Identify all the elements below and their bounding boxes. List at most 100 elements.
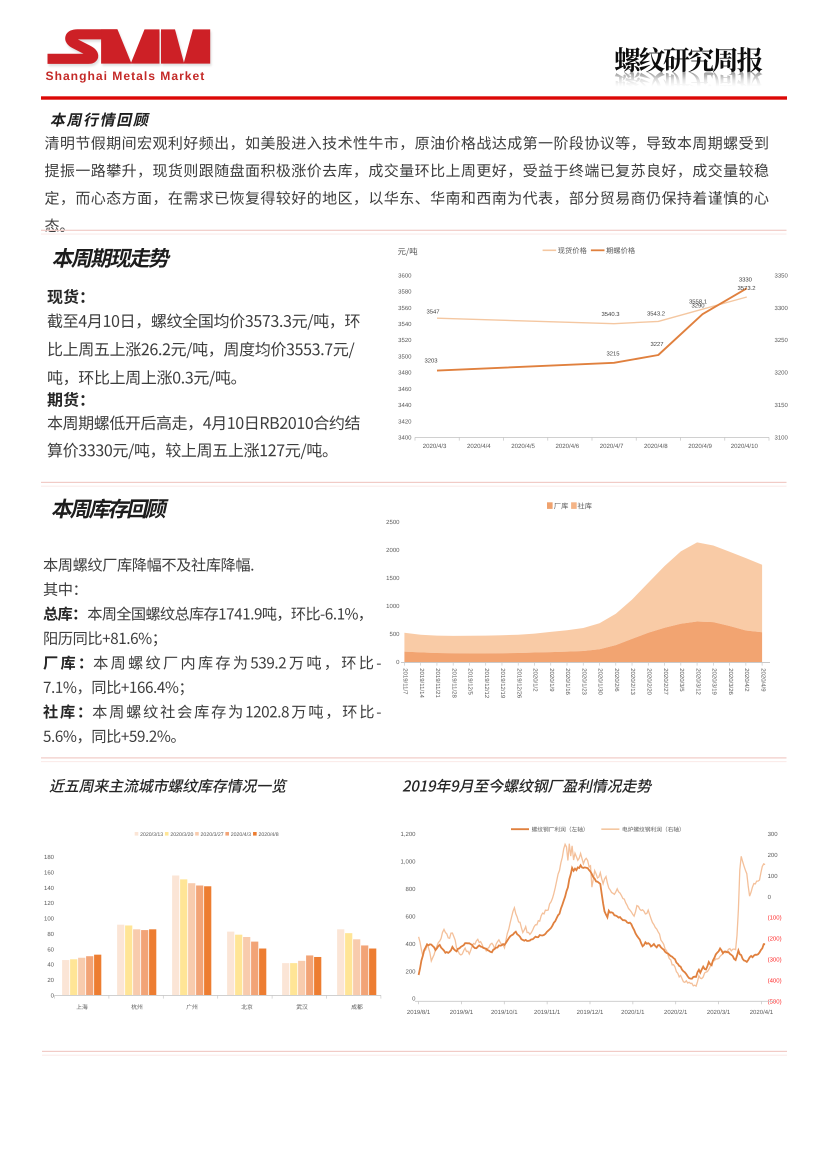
svg-text:600: 600 bbox=[405, 913, 416, 920]
svg-text:3150: 3150 bbox=[775, 402, 789, 409]
svg-text:1000: 1000 bbox=[386, 603, 400, 610]
svg-text:2020/4/5: 2020/4/5 bbox=[511, 443, 535, 450]
svg-text:2020/1/1: 2020/1/1 bbox=[621, 1009, 645, 1016]
svg-text:2020/2/1: 2020/2/1 bbox=[664, 1009, 688, 1016]
svg-text:3227: 3227 bbox=[650, 341, 663, 348]
svg-text:2019/8/1: 2019/8/1 bbox=[407, 1009, 431, 1016]
svg-text:2020/2/6: 2020/2/6 bbox=[613, 668, 620, 692]
svg-text:3520: 3520 bbox=[398, 337, 412, 344]
svg-text:2019/12/1: 2019/12/1 bbox=[577, 1009, 604, 1016]
svg-text:3330: 3330 bbox=[739, 276, 753, 283]
svg-text:60: 60 bbox=[47, 946, 54, 953]
svg-text:2020/2/13: 2020/2/13 bbox=[629, 668, 636, 695]
svg-text:2020/4/1: 2020/4/1 bbox=[750, 1009, 774, 1016]
svg-text:3250: 3250 bbox=[775, 337, 789, 344]
svg-text:2020/3/1: 2020/3/1 bbox=[707, 1009, 731, 1016]
svg-text:2020/1/9: 2020/1/9 bbox=[548, 668, 555, 692]
svg-text:3460: 3460 bbox=[398, 386, 412, 393]
svg-text:2020/1/30: 2020/1/30 bbox=[597, 668, 604, 695]
svg-text:3200: 3200 bbox=[775, 370, 789, 377]
svg-text:1,000: 1,000 bbox=[400, 858, 416, 865]
svg-text:2000: 2000 bbox=[386, 547, 400, 554]
svg-text:2020/4/10: 2020/4/10 bbox=[731, 443, 759, 450]
svg-text:2019/11/14: 2019/11/14 bbox=[418, 668, 425, 698]
svg-text:2020/4/3: 2020/4/3 bbox=[231, 832, 251, 838]
svg-text:(200): (200) bbox=[768, 936, 782, 943]
svg-text:2019/10/1: 2019/10/1 bbox=[491, 1009, 518, 1016]
svg-text:2019/11/1: 2019/11/1 bbox=[534, 1009, 561, 1016]
svg-text:2019/9/1: 2019/9/1 bbox=[450, 1009, 474, 1016]
svg-text:2019/12/19: 2019/12/19 bbox=[499, 668, 506, 699]
svg-text:2019/12/26: 2019/12/26 bbox=[515, 668, 522, 699]
svg-text:0: 0 bbox=[396, 659, 400, 666]
svg-text:3350: 3350 bbox=[775, 272, 789, 279]
svg-text:2020/2/20: 2020/2/20 bbox=[646, 668, 653, 695]
svg-text:1,200: 1,200 bbox=[400, 831, 416, 838]
svg-text:2020/1/2: 2020/1/2 bbox=[532, 668, 539, 692]
svg-text:2019/11/28: 2019/11/28 bbox=[450, 668, 457, 698]
svg-text:3547: 3547 bbox=[426, 308, 439, 315]
svg-text:3480: 3480 bbox=[398, 370, 412, 377]
svg-text:3600: 3600 bbox=[398, 272, 412, 279]
svg-text:3558.1: 3558.1 bbox=[689, 299, 707, 306]
svg-text:2020/3/5: 2020/3/5 bbox=[678, 668, 685, 692]
svg-text:3215: 3215 bbox=[606, 351, 620, 358]
svg-text:2019/11/7: 2019/11/7 bbox=[402, 668, 409, 695]
svg-text:2500: 2500 bbox=[386, 519, 400, 526]
svg-text:3580: 3580 bbox=[398, 289, 412, 296]
svg-text:2020/4/2: 2020/4/2 bbox=[743, 668, 750, 692]
svg-text:2020/4/9: 2020/4/9 bbox=[759, 668, 766, 692]
svg-text:2020/1/23: 2020/1/23 bbox=[580, 668, 587, 695]
svg-text:3203: 3203 bbox=[424, 358, 438, 365]
svg-text:3300: 3300 bbox=[775, 305, 789, 312]
svg-text:2020/4/6: 2020/4/6 bbox=[555, 443, 579, 450]
svg-text:20: 20 bbox=[47, 977, 54, 984]
svg-text:3420: 3420 bbox=[398, 418, 412, 425]
svg-text:400: 400 bbox=[405, 941, 416, 948]
svg-text:Shanghai Metals Market: Shanghai Metals Market bbox=[46, 69, 206, 83]
svg-text:180: 180 bbox=[44, 854, 55, 861]
svg-text:2019/11/21: 2019/11/21 bbox=[434, 668, 441, 698]
svg-text:0: 0 bbox=[412, 996, 416, 1003]
svg-text:(100): (100) bbox=[768, 915, 782, 922]
svg-text:1500: 1500 bbox=[386, 575, 400, 582]
svg-text:100: 100 bbox=[44, 916, 55, 923]
svg-text:2019/12/12: 2019/12/12 bbox=[483, 668, 490, 699]
svg-text:80: 80 bbox=[47, 931, 54, 938]
svg-text:3540: 3540 bbox=[398, 321, 412, 328]
svg-text:2020/3/26: 2020/3/26 bbox=[727, 668, 734, 695]
svg-text:2019/12/5: 2019/12/5 bbox=[467, 668, 474, 695]
svg-text:2020/4/3: 2020/4/3 bbox=[423, 443, 447, 450]
svg-text:2020/2/27: 2020/2/27 bbox=[662, 668, 669, 695]
svg-text:40: 40 bbox=[47, 962, 54, 969]
svg-text:2020/3/12: 2020/3/12 bbox=[694, 668, 701, 695]
svg-text:(400): (400) bbox=[768, 977, 782, 984]
svg-text:800: 800 bbox=[405, 886, 416, 893]
svg-text:2020/3/19: 2020/3/19 bbox=[711, 668, 718, 695]
svg-text:3560: 3560 bbox=[398, 305, 412, 312]
svg-text:0: 0 bbox=[51, 992, 55, 999]
svg-text:3573.2: 3573.2 bbox=[737, 285, 755, 292]
svg-text:2020/4/7: 2020/4/7 bbox=[600, 443, 624, 450]
svg-text:2020/4/9: 2020/4/9 bbox=[688, 443, 712, 450]
svg-text:(300): (300) bbox=[768, 957, 782, 964]
svg-text:3500: 3500 bbox=[398, 353, 412, 360]
svg-text:(500): (500) bbox=[768, 998, 782, 1005]
svg-text:3543.2: 3543.2 bbox=[647, 310, 665, 317]
svg-text:2020/4/4: 2020/4/4 bbox=[467, 443, 491, 450]
svg-text:120: 120 bbox=[44, 900, 55, 907]
svg-text:0: 0 bbox=[768, 894, 772, 901]
svg-text:3100: 3100 bbox=[775, 435, 789, 442]
svg-text:3290: 3290 bbox=[691, 302, 705, 309]
svg-text:160: 160 bbox=[44, 869, 55, 876]
svg-text:2020/3/20: 2020/3/20 bbox=[170, 832, 193, 838]
svg-text:200: 200 bbox=[405, 968, 416, 975]
svg-text:300: 300 bbox=[768, 831, 779, 838]
svg-text:2020/4/8: 2020/4/8 bbox=[258, 832, 278, 838]
svg-text:3440: 3440 bbox=[398, 402, 412, 409]
svg-text:500: 500 bbox=[389, 631, 400, 638]
svg-text:2020/1/16: 2020/1/16 bbox=[564, 668, 571, 695]
svg-text:200: 200 bbox=[768, 852, 779, 859]
svg-text:140: 140 bbox=[44, 885, 55, 892]
svg-text:100: 100 bbox=[768, 873, 779, 880]
